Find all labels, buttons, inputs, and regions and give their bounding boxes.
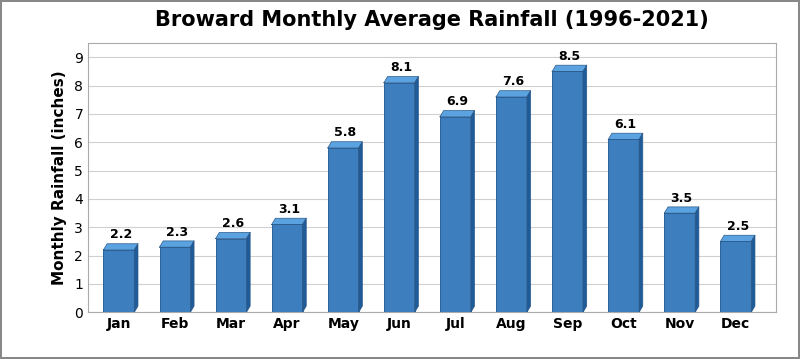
Polygon shape	[721, 235, 755, 242]
Polygon shape	[103, 244, 138, 250]
Polygon shape	[216, 232, 250, 239]
Polygon shape	[440, 111, 474, 117]
Text: 3.1: 3.1	[278, 203, 300, 216]
Text: 3.5: 3.5	[670, 192, 693, 205]
Bar	[384, 83, 414, 312]
Polygon shape	[583, 65, 586, 312]
Bar	[552, 71, 583, 312]
Polygon shape	[384, 76, 418, 83]
Text: 7.6: 7.6	[502, 75, 524, 88]
Polygon shape	[414, 76, 418, 312]
Bar	[664, 213, 695, 312]
Text: 5.8: 5.8	[334, 126, 356, 139]
Text: 2.6: 2.6	[222, 217, 244, 230]
Polygon shape	[695, 207, 699, 312]
Polygon shape	[246, 232, 250, 312]
Polygon shape	[134, 244, 138, 312]
Bar	[272, 224, 302, 312]
Bar	[608, 139, 639, 312]
Bar	[440, 117, 471, 312]
Polygon shape	[159, 241, 194, 247]
Text: 2.2: 2.2	[110, 228, 132, 242]
Polygon shape	[272, 218, 306, 224]
Polygon shape	[639, 133, 642, 312]
Text: 2.3: 2.3	[166, 226, 188, 239]
Bar	[328, 148, 358, 312]
Polygon shape	[496, 91, 530, 97]
Text: 6.1: 6.1	[614, 118, 637, 131]
Text: 2.5: 2.5	[726, 220, 749, 233]
Polygon shape	[190, 241, 194, 312]
Polygon shape	[552, 65, 586, 71]
Bar	[216, 239, 246, 312]
Polygon shape	[328, 142, 362, 148]
Bar	[496, 97, 527, 312]
Polygon shape	[751, 235, 755, 312]
Y-axis label: Monthly Rainfall (inches): Monthly Rainfall (inches)	[52, 70, 67, 285]
Polygon shape	[471, 111, 474, 312]
Text: 6.9: 6.9	[446, 95, 468, 108]
Text: 8.1: 8.1	[390, 61, 412, 74]
Title: Broward Monthly Average Rainfall (1996-2021): Broward Monthly Average Rainfall (1996-2…	[155, 10, 709, 31]
Text: 8.5: 8.5	[558, 50, 581, 63]
Polygon shape	[358, 142, 362, 312]
Polygon shape	[608, 133, 642, 139]
Polygon shape	[527, 91, 530, 312]
Bar	[159, 247, 190, 312]
Bar	[721, 242, 751, 312]
Bar	[103, 250, 134, 312]
Polygon shape	[302, 218, 306, 312]
Polygon shape	[664, 207, 699, 213]
